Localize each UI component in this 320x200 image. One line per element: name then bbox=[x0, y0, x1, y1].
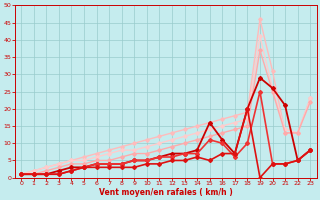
X-axis label: Vent moyen/en rafales ( km/h ): Vent moyen/en rafales ( km/h ) bbox=[99, 188, 233, 197]
